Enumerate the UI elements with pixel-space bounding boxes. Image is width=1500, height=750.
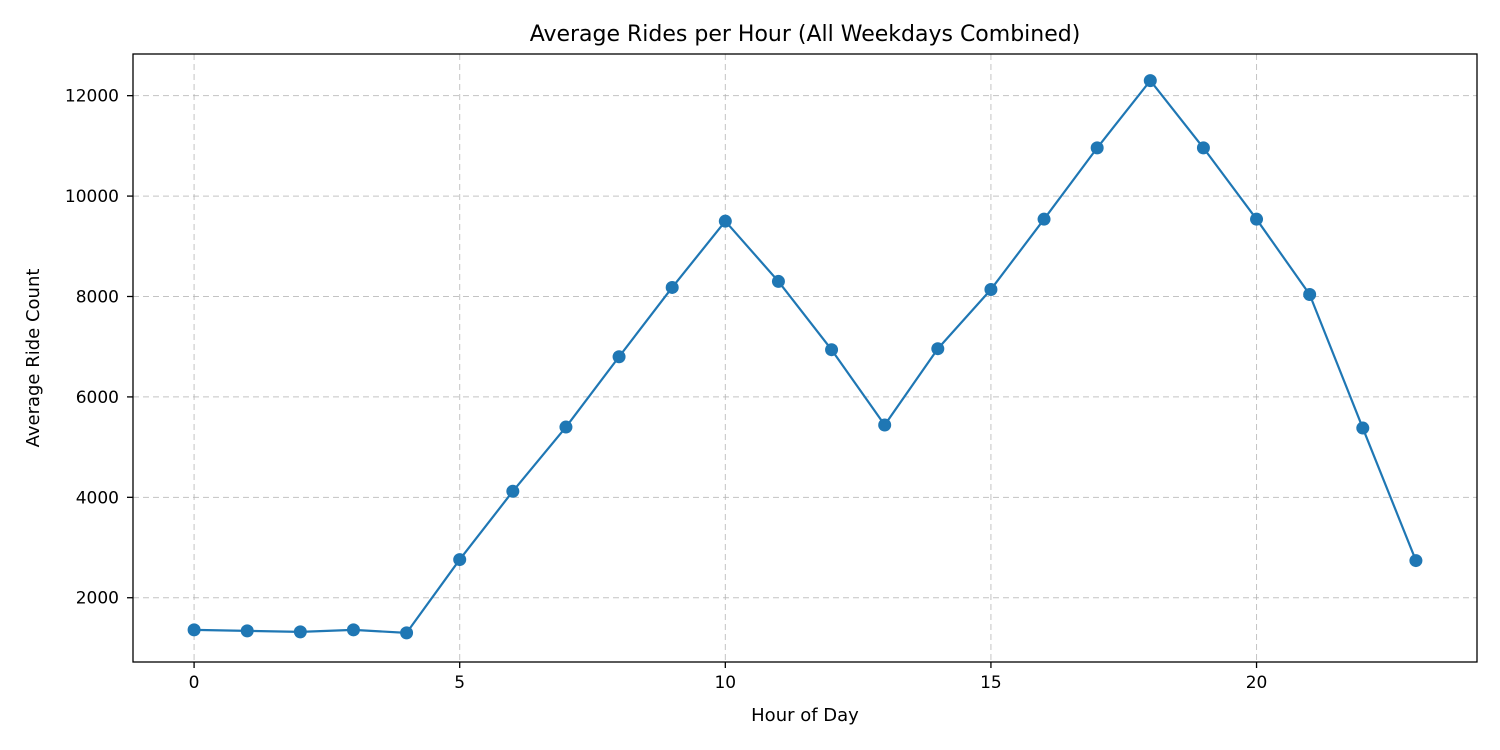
data-point xyxy=(718,214,732,228)
data-point xyxy=(187,623,201,637)
data-point xyxy=(825,343,839,357)
y-tick-label: 6000 xyxy=(76,388,119,408)
data-point xyxy=(1143,74,1157,88)
data-point xyxy=(984,282,998,296)
y-tick-label: 4000 xyxy=(76,488,119,508)
data-point xyxy=(293,625,307,639)
data-point xyxy=(1356,421,1370,435)
data-point xyxy=(612,350,626,364)
x-tick-label: 20 xyxy=(1246,673,1268,693)
data-point xyxy=(1303,287,1317,301)
chart-title: Average Rides per Hour (All Weekdays Com… xyxy=(530,22,1081,47)
data-point xyxy=(240,624,254,638)
series-layer xyxy=(187,74,1423,640)
data-point xyxy=(878,418,892,432)
data-point xyxy=(1409,554,1423,568)
data-point xyxy=(453,553,467,567)
series-line xyxy=(194,79,1417,634)
plot-frame xyxy=(132,53,1478,663)
x-axis-label: Hour of Day xyxy=(751,705,859,726)
data-point xyxy=(931,342,945,356)
x-tick-label: 5 xyxy=(454,673,465,693)
y-axis-label: Average Ride Count xyxy=(23,269,44,448)
x-tick-label: 0 xyxy=(189,673,200,693)
data-point xyxy=(665,280,679,294)
data-point xyxy=(1196,141,1210,155)
x-tick-label: 10 xyxy=(714,673,736,693)
data-point xyxy=(559,420,573,434)
x-tick-label: 15 xyxy=(980,673,1002,693)
grid-layer xyxy=(133,54,1477,662)
y-tick-label: 2000 xyxy=(76,589,119,609)
data-point xyxy=(1037,212,1051,226)
data-point xyxy=(771,274,785,288)
data-point xyxy=(346,623,360,637)
data-point xyxy=(1090,141,1104,155)
data-point xyxy=(1250,212,1264,226)
data-point xyxy=(400,626,414,640)
y-tick-label: 8000 xyxy=(76,287,119,307)
tick-layer: 0 5 10 15 20 2000 4000 6000 8000 10000 12000 xyxy=(65,87,1267,693)
y-tick-label: 10000 xyxy=(65,187,119,207)
y-tick-label: 12000 xyxy=(65,87,119,107)
data-point xyxy=(506,484,520,498)
